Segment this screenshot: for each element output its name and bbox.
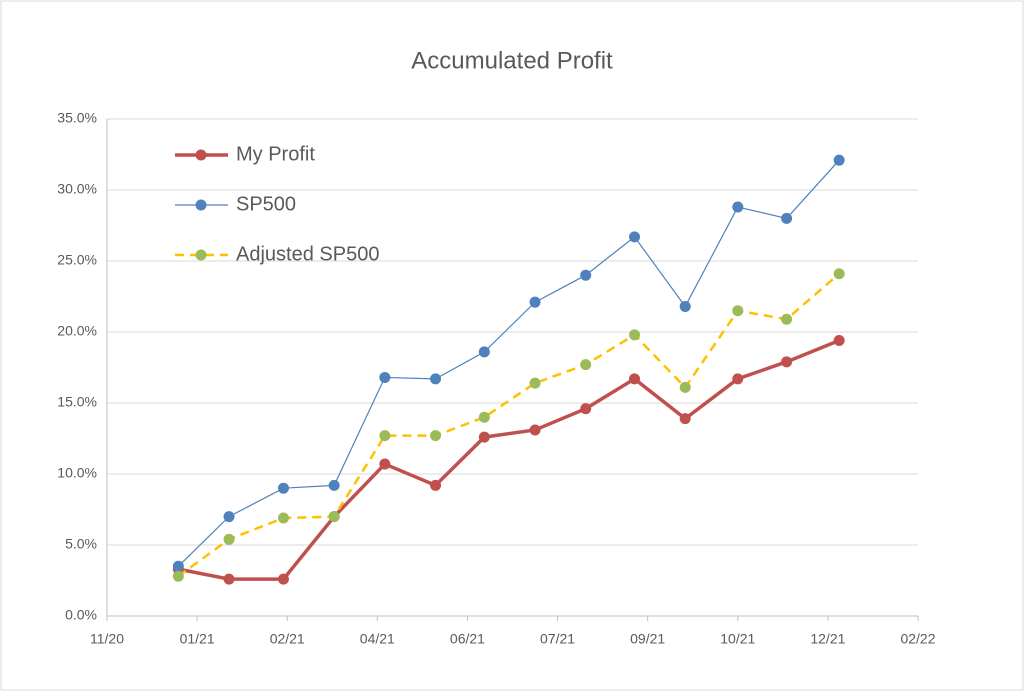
data-point xyxy=(223,573,235,585)
x-tick-label: 06/21 xyxy=(450,631,485,647)
series-line xyxy=(177,159,840,567)
x-tick-label: 10/21 xyxy=(720,631,755,647)
data-point xyxy=(833,268,845,280)
data-point xyxy=(379,458,391,470)
x-tick-label: 09/21 xyxy=(630,631,665,647)
data-point xyxy=(529,296,541,308)
x-tick-label: 02/22 xyxy=(900,631,935,647)
data-point xyxy=(478,411,490,423)
chart-title: Accumulated Profit xyxy=(411,47,613,74)
y-tick-label: 30.0% xyxy=(57,181,97,197)
y-tick-label: 35.0% xyxy=(57,110,97,126)
y-tick-label: 20.0% xyxy=(57,323,97,339)
data-point xyxy=(172,560,184,572)
data-point xyxy=(580,403,592,415)
x-tick-label: 11/20 xyxy=(90,631,124,647)
data-point xyxy=(732,305,744,317)
series-line xyxy=(177,272,840,578)
data-point xyxy=(529,377,541,389)
y-tick-label: 15.0% xyxy=(57,394,97,410)
data-point xyxy=(478,431,490,443)
data-point xyxy=(478,346,490,358)
data-point xyxy=(223,511,235,523)
data-point xyxy=(629,231,641,243)
data-point xyxy=(629,373,641,385)
data-point xyxy=(679,300,691,312)
legend-marker xyxy=(195,199,207,211)
x-tick-label: 04/21 xyxy=(360,631,395,647)
legend-marker xyxy=(195,249,207,261)
data-point xyxy=(172,570,184,582)
legend-label: SP500 xyxy=(236,193,296,215)
data-point xyxy=(629,329,641,341)
data-point xyxy=(580,269,592,281)
x-tick-label: 02/21 xyxy=(270,631,305,647)
data-point xyxy=(379,430,391,442)
data-point xyxy=(580,359,592,371)
data-point xyxy=(781,313,793,325)
data-point xyxy=(679,413,691,425)
x-tick-label: 07/21 xyxy=(540,631,575,647)
data-point xyxy=(223,533,235,545)
data-point xyxy=(781,212,793,224)
series-line xyxy=(178,338,840,581)
legend-label: Adjusted SP500 xyxy=(236,243,379,265)
y-tick-label: 10.0% xyxy=(57,465,97,481)
data-point xyxy=(679,381,691,393)
legend-marker xyxy=(195,149,207,161)
legend-label: My Profit xyxy=(236,143,315,165)
x-tick-label: 01/21 xyxy=(180,631,215,647)
y-tick-label: 25.0% xyxy=(57,252,97,268)
data-point xyxy=(430,430,442,442)
y-tick-label: 5.0% xyxy=(65,536,97,552)
data-point xyxy=(277,482,289,494)
data-point xyxy=(833,335,845,347)
data-point xyxy=(732,201,744,213)
data-point xyxy=(430,373,442,385)
data-point xyxy=(379,371,391,383)
data-point xyxy=(833,154,845,166)
data-point xyxy=(430,479,442,491)
data-point xyxy=(732,373,744,385)
data-point xyxy=(277,573,289,585)
data-point xyxy=(277,512,289,524)
data-point xyxy=(328,479,340,491)
data-point xyxy=(781,356,793,368)
data-point xyxy=(529,424,541,436)
data-point xyxy=(328,511,340,523)
y-tick-label: 0.0% xyxy=(65,607,97,623)
x-tick-label: 12/21 xyxy=(810,631,845,647)
